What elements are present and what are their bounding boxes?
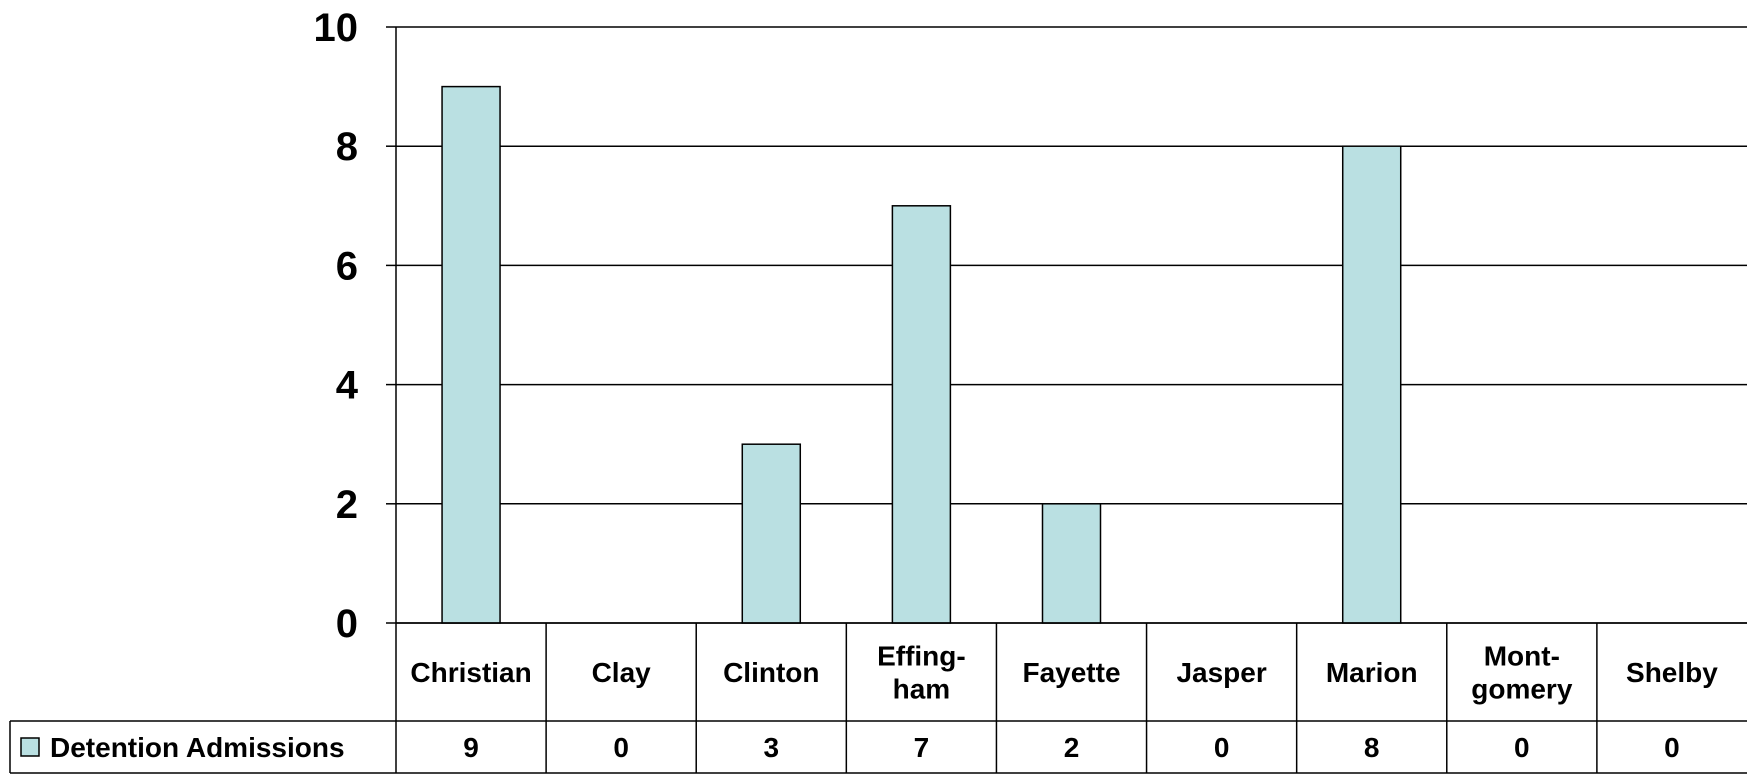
x-category-label: Effing-ham <box>877 641 966 705</box>
data-table-value: 2 <box>1064 732 1080 763</box>
y-tick-label: 4 <box>336 364 359 408</box>
x-category-label: Mont-gomery <box>1471 641 1573 705</box>
x-category-label: Fayette <box>1022 657 1120 688</box>
x-category-label: Jasper <box>1176 657 1266 688</box>
bar <box>1341 145 1402 624</box>
data-table-value: 0 <box>1664 732 1680 763</box>
bar <box>441 85 501 624</box>
data-table: Christian Clay Clinton Effing-ham Fayette Jas… <box>9 622 1747 774</box>
bar <box>741 443 802 624</box>
data-table-value: 0 <box>1514 732 1530 763</box>
x-category-label: Clinton <box>723 657 819 688</box>
x-category-label: Marion <box>1326 657 1418 688</box>
data-table-value: 7 <box>914 732 930 763</box>
y-axis-ticks: 0 2 4 6 8 10 <box>314 6 396 646</box>
y-tick-label: 2 <box>336 483 358 527</box>
y-tick-label: 8 <box>336 125 358 169</box>
data-table-value: 3 <box>763 732 779 763</box>
legend-swatch <box>20 737 40 757</box>
data-table-value: 0 <box>1214 732 1230 763</box>
legend-label: Detention Admissions <box>50 732 345 763</box>
data-table-value: 8 <box>1364 732 1380 763</box>
data-table-value: 0 <box>613 732 629 763</box>
bars <box>441 85 1402 624</box>
bar <box>1041 503 1102 624</box>
y-tick-label: 6 <box>336 244 358 288</box>
x-category-label: Clay <box>592 657 652 688</box>
y-tick-label: 0 <box>336 602 358 646</box>
x-category-label: Shelby <box>1626 657 1718 688</box>
x-category-label: Christian <box>410 657 531 688</box>
data-table-value: 9 <box>463 732 479 763</box>
bar <box>891 205 952 624</box>
y-tick-label: 10 <box>314 6 359 50</box>
